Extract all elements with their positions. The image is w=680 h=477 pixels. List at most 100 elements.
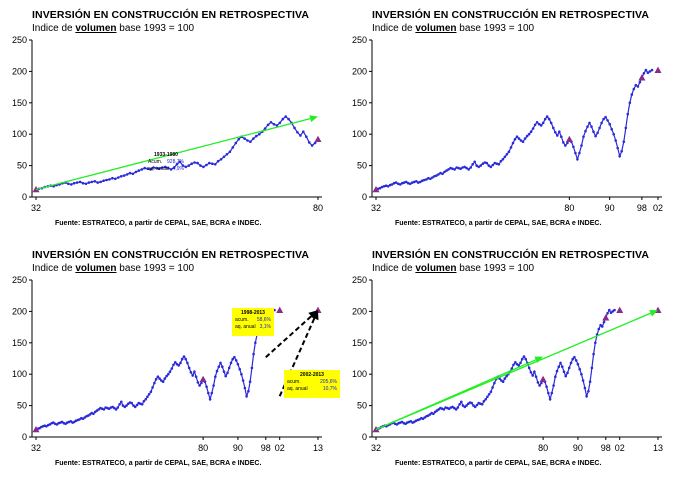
source-note: Fuente: ESTRATECO, a partir de CEPAL, SA… (55, 460, 262, 467)
x-tick-label: 13 (653, 443, 663, 453)
data-point (146, 395, 149, 399)
data-point (505, 153, 509, 156)
x-tick-label: 90 (605, 203, 615, 213)
data-point (155, 166, 158, 170)
y-tick-label: 150 (12, 98, 27, 108)
data-point (545, 385, 548, 389)
highlight-marker (276, 306, 284, 313)
data-point (460, 400, 463, 404)
data-point (582, 135, 585, 138)
data-point (248, 380, 252, 383)
data-point (417, 181, 420, 184)
data-point (455, 166, 458, 169)
data-point (646, 71, 650, 74)
data-point (564, 144, 567, 147)
data-point (471, 163, 474, 166)
x-tick-label: 90 (573, 443, 583, 453)
annotation-label: acum. (235, 317, 249, 323)
data-point (263, 127, 267, 130)
data-point (581, 379, 585, 382)
data-point (453, 406, 456, 410)
data-point (590, 125, 593, 128)
data-point (442, 408, 446, 411)
data-point (241, 379, 245, 382)
data-point (211, 162, 214, 165)
data-point (433, 175, 436, 178)
data-point (174, 361, 177, 364)
data-point (179, 361, 182, 365)
highlight-marker (616, 306, 624, 313)
data-point (114, 177, 117, 181)
data-point (278, 121, 282, 125)
data-point (215, 369, 219, 373)
data-point (234, 141, 238, 145)
data-point (534, 375, 538, 378)
data-point (93, 180, 97, 183)
data-point (519, 361, 522, 365)
data-point (473, 405, 477, 409)
data-point (122, 174, 126, 177)
line-chart: 0 50 100 150 200 250 32 80 90 98 02 13 (352, 275, 663, 453)
data-point (222, 155, 226, 159)
data-point (114, 408, 118, 411)
data-point (439, 171, 442, 175)
data-point (606, 312, 609, 315)
data-point (402, 181, 406, 184)
data-point (586, 125, 589, 128)
data-point (533, 123, 537, 127)
data-point (258, 132, 261, 136)
data-point (522, 355, 526, 358)
data-point (60, 420, 64, 424)
data-point (224, 374, 227, 378)
data-point (503, 377, 507, 380)
data-point (380, 185, 384, 189)
data-point (70, 183, 73, 186)
trend-arrow (375, 312, 651, 431)
data-point (240, 372, 243, 376)
data-point (572, 145, 575, 149)
data-point (564, 374, 567, 378)
data-point (247, 389, 250, 393)
data-point (638, 80, 642, 84)
data-point (512, 363, 515, 367)
data-point (479, 164, 482, 167)
data-point (552, 126, 555, 130)
data-point (449, 166, 452, 170)
data-point (578, 367, 581, 371)
source-note: Fuente: ESTRATECO, a partir de CEPAL, SA… (395, 220, 602, 227)
data-point (511, 141, 515, 145)
data-point (386, 185, 390, 188)
data-point (548, 398, 552, 401)
data-point (467, 168, 470, 171)
y-tick-label: 100 (352, 129, 367, 139)
data-point (149, 168, 152, 171)
data-point (636, 85, 640, 88)
data-point (465, 404, 468, 407)
data-point (554, 131, 557, 134)
data-point (435, 174, 438, 177)
data-point (592, 352, 595, 356)
data-point (87, 181, 91, 184)
source-note: Fuente: ESTRATECO, a partir de CEPAL, SA… (55, 220, 262, 227)
data-point (221, 365, 224, 368)
data-point (432, 412, 435, 416)
data-point (458, 403, 461, 406)
data-point (562, 370, 566, 373)
data-point (493, 161, 497, 165)
data-point (561, 365, 564, 368)
y-tick-label: 0 (362, 432, 367, 442)
data-point (431, 176, 434, 179)
data-point (606, 119, 609, 122)
annotation-value: 205,6% (320, 379, 338, 385)
x-tick-label: 80 (198, 443, 208, 453)
data-point (587, 389, 590, 393)
x-tick-label: 32 (371, 203, 381, 213)
annotation-label: aq. anual (235, 324, 256, 330)
arrow-head (310, 310, 319, 321)
data-point (243, 137, 246, 140)
data-point (423, 178, 426, 182)
data-point (489, 390, 493, 394)
data-point (193, 370, 196, 373)
data-point (92, 412, 95, 416)
data-point (214, 375, 217, 378)
